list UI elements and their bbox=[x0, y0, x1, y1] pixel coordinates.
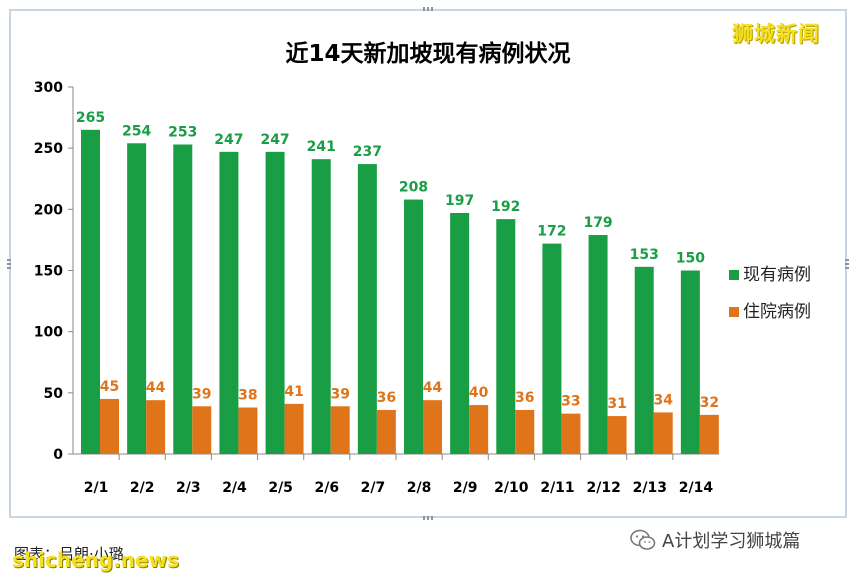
bar-hospitalized-cases bbox=[561, 413, 581, 454]
x-tick-label: 2/6 bbox=[314, 480, 339, 496]
data-label-current-cases: 179 bbox=[583, 215, 612, 231]
x-tick-label: 2/3 bbox=[176, 480, 201, 496]
wechat-icon bbox=[630, 529, 656, 550]
data-label-current-cases: 150 bbox=[676, 251, 705, 267]
frame-handle-top[interactable] bbox=[423, 7, 433, 11]
bar-hospitalized-cases bbox=[284, 403, 304, 454]
site-watermark: shicheng.news bbox=[12, 548, 179, 572]
data-label-current-cases: 172 bbox=[537, 224, 566, 240]
x-tick-label: 2/13 bbox=[633, 480, 667, 496]
data-label-current-cases: 247 bbox=[260, 132, 289, 148]
bar-current-cases bbox=[634, 266, 654, 454]
data-label-current-cases: 254 bbox=[122, 123, 151, 139]
data-label-hospitalized-cases: 40 bbox=[469, 385, 489, 401]
y-tick-label: 200 bbox=[34, 202, 63, 218]
bar-current-cases bbox=[496, 219, 516, 454]
data-label-current-cases: 241 bbox=[307, 139, 336, 155]
x-tick-label: 2/4 bbox=[222, 480, 247, 496]
x-tick-label: 2/7 bbox=[361, 480, 386, 496]
account-badge: A计划学习狮城篇 bbox=[630, 528, 800, 552]
bar-hospitalized-cases bbox=[376, 409, 396, 454]
bar-hospitalized-cases bbox=[515, 409, 535, 454]
x-tick-label: 2/12 bbox=[586, 480, 620, 496]
chart: 近14天新加坡现有病例状况 0 50 100 150 200 250 300 265 45 2/1… bbox=[34, 40, 811, 496]
y-tick-label: 100 bbox=[34, 325, 63, 341]
bar-hospitalized-cases bbox=[238, 407, 258, 454]
bar-hospitalized-cases bbox=[653, 412, 673, 454]
data-label-current-cases: 253 bbox=[168, 124, 197, 140]
x-tick-label: 2/14 bbox=[679, 480, 714, 496]
bar-current-cases bbox=[265, 151, 285, 454]
bar-current-cases bbox=[450, 213, 470, 454]
data-label-current-cases: 197 bbox=[445, 193, 474, 209]
x-tick-label: 2/10 bbox=[494, 480, 529, 496]
chart-frame: 近14天新加坡现有病例状况 0 50 100 150 200 250 300 265 45 2/1… bbox=[9, 9, 847, 518]
bar-current-cases bbox=[173, 144, 193, 454]
bar-current-cases bbox=[588, 235, 608, 454]
bar-hospitalized-cases bbox=[607, 416, 627, 454]
data-label-current-cases: 208 bbox=[399, 180, 428, 196]
bar-hospitalized-cases bbox=[423, 400, 442, 454]
x-tick-label: 2/8 bbox=[407, 480, 432, 496]
x-tick-label: 2/9 bbox=[453, 480, 478, 496]
data-label-current-cases: 237 bbox=[353, 144, 382, 160]
x-tick-label: 2/2 bbox=[130, 480, 155, 496]
frame-handle-bottom[interactable] bbox=[423, 516, 433, 520]
y-tick-label: 150 bbox=[34, 264, 63, 280]
x-tick-label: 2/11 bbox=[540, 480, 574, 496]
data-label-hospitalized-cases: 31 bbox=[607, 396, 626, 412]
y-tick-label: 0 bbox=[53, 447, 63, 463]
data-label-hospitalized-cases: 33 bbox=[561, 394, 580, 410]
frame-handle-left[interactable] bbox=[7, 259, 11, 269]
data-label-current-cases: 192 bbox=[491, 199, 520, 215]
legend-label: 住院病例 bbox=[743, 302, 811, 322]
data-label-hospitalized-cases: 32 bbox=[700, 395, 719, 411]
x-tick-label: 2/5 bbox=[268, 480, 293, 496]
brand-logo-text: 狮城新闻 bbox=[732, 22, 820, 46]
bar-current-cases bbox=[542, 243, 562, 454]
data-label-hospitalized-cases: 44 bbox=[146, 380, 166, 396]
chart-title: 近14天新加坡现有病例状况 bbox=[285, 40, 570, 67]
account-name: A计划学习狮城篇 bbox=[662, 531, 801, 552]
data-label-current-cases: 247 bbox=[214, 132, 243, 148]
bar-current-cases bbox=[81, 129, 100, 455]
bar-current-cases bbox=[219, 151, 239, 454]
legend-swatch bbox=[729, 270, 739, 280]
y-tick-label: 50 bbox=[44, 386, 64, 402]
bar-current-cases bbox=[311, 159, 331, 454]
chart-source-credit: 图表：吕朗·小璐 bbox=[14, 545, 124, 563]
x-tick-label: 2/1 bbox=[84, 480, 109, 496]
plot-area: 0 50 100 150 200 250 300 265 45 2/1 254 44 2/2 253 39 2… bbox=[34, 80, 719, 496]
data-label-hospitalized-cases: 45 bbox=[100, 379, 119, 395]
bar-current-cases bbox=[127, 143, 147, 455]
data-label-hospitalized-cases: 44 bbox=[423, 380, 443, 396]
bar-hospitalized-cases bbox=[330, 406, 350, 454]
frame-handle-right[interactable] bbox=[845, 259, 849, 269]
y-tick-label: 250 bbox=[34, 141, 63, 157]
data-label-hospitalized-cases: 36 bbox=[377, 390, 396, 406]
bar-hospitalized-cases bbox=[100, 398, 119, 454]
bar-current-cases bbox=[680, 270, 700, 454]
bar-hospitalized-cases bbox=[469, 405, 489, 454]
y-tick-label: 300 bbox=[34, 80, 63, 96]
data-label-hospitalized-cases: 34 bbox=[653, 392, 673, 408]
data-label-hospitalized-cases: 38 bbox=[238, 388, 257, 404]
data-label-current-cases: 153 bbox=[630, 247, 659, 263]
data-label-hospitalized-cases: 39 bbox=[192, 386, 211, 402]
data-label-current-cases: 265 bbox=[76, 110, 105, 126]
bar-current-cases bbox=[404, 199, 423, 454]
legend-label: 现有病例 bbox=[743, 265, 811, 285]
legend-swatch bbox=[729, 307, 739, 317]
bar-hospitalized-cases bbox=[146, 400, 166, 454]
data-label-hospitalized-cases: 39 bbox=[330, 386, 349, 402]
data-label-hospitalized-cases: 36 bbox=[515, 390, 534, 406]
bar-hospitalized-cases bbox=[699, 414, 719, 454]
data-label-hospitalized-cases: 41 bbox=[284, 384, 303, 400]
bar-hospitalized-cases bbox=[192, 406, 212, 454]
bar-current-cases bbox=[357, 164, 377, 454]
